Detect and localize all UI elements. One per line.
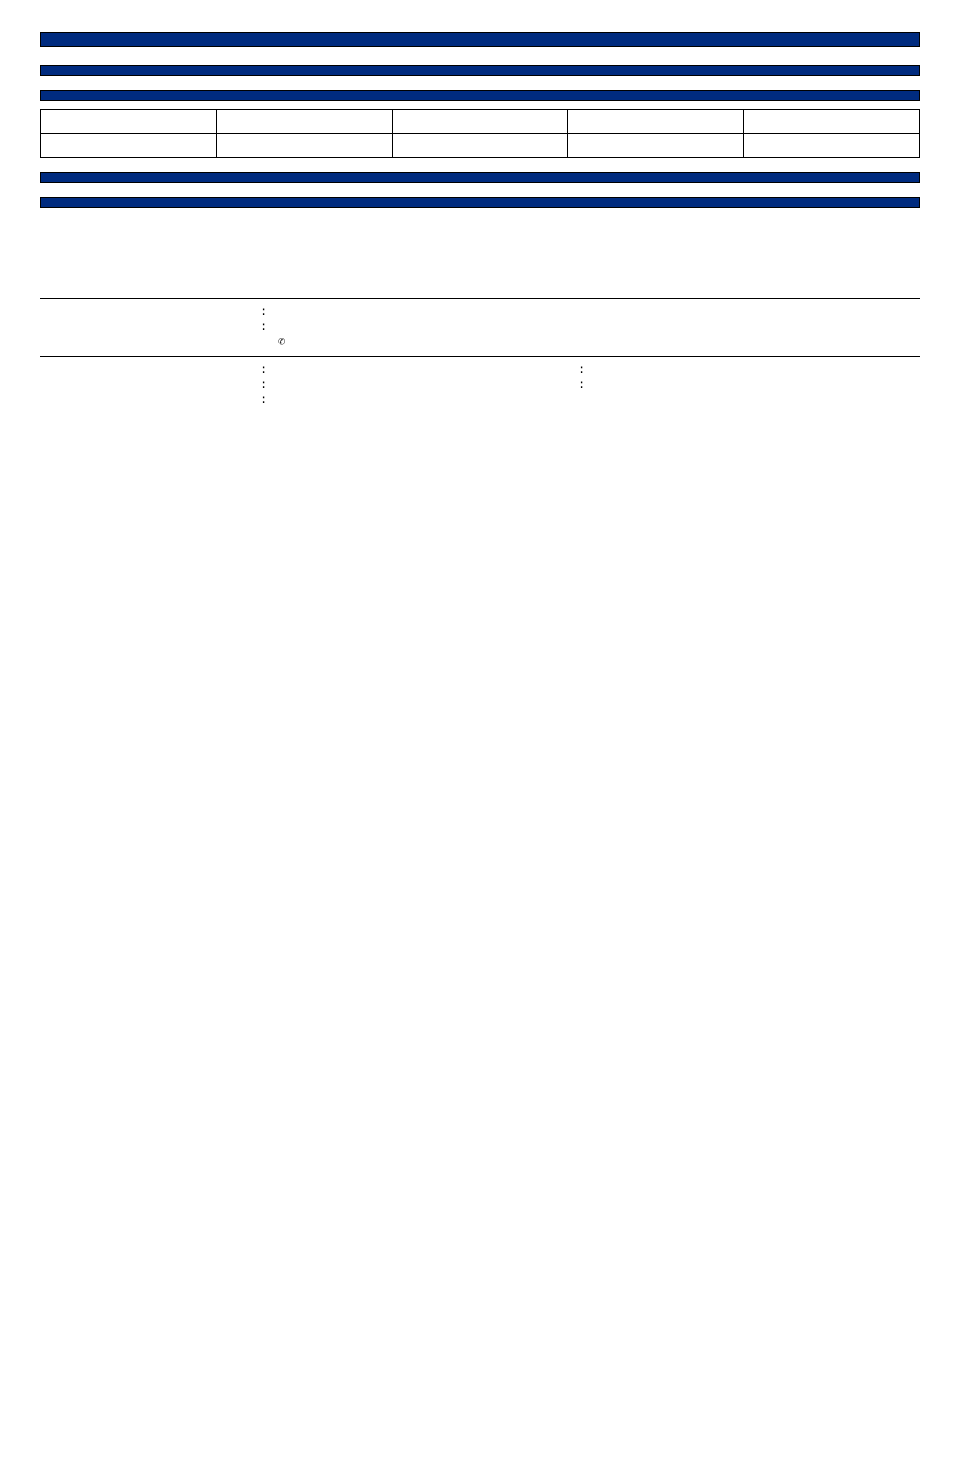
cell-symbol: [568, 134, 744, 158]
cell-cas: [216, 134, 392, 158]
product-name-banner: [40, 32, 920, 47]
title-block: [230, 10, 920, 16]
ver-label: [418, 378, 578, 393]
col-ingredients: [41, 110, 217, 134]
ref-label: [40, 378, 260, 393]
phone-icon: ✆: [278, 335, 285, 350]
col-cas: [216, 110, 392, 134]
ingredients-table: [40, 109, 920, 158]
footer-contact-line: ✆: [278, 335, 880, 350]
page-number: [880, 305, 920, 320]
print-date-label: [40, 305, 260, 320]
created-label: [40, 363, 260, 378]
cell-ingredient: [41, 134, 217, 158]
col-conc: [392, 110, 568, 134]
ref-number: [278, 378, 418, 393]
col-risk: [744, 110, 920, 134]
print-date: [278, 305, 880, 320]
prepared-by: [278, 320, 880, 335]
table-row: [41, 134, 920, 158]
table-header-row: [41, 110, 920, 134]
section-2-title: [40, 90, 920, 101]
updated-label: [418, 363, 578, 378]
section-3-title: [40, 172, 920, 183]
footer-divider: [40, 356, 920, 357]
cell-risk: [744, 134, 920, 158]
logo-block: [40, 10, 230, 18]
document-header: [40, 10, 920, 18]
page-footer: : : ✆ : :: [40, 298, 920, 408]
section-1-title: [40, 65, 920, 76]
cell-conc: [392, 134, 568, 158]
updated-date: [596, 363, 920, 378]
reason-value: [278, 393, 920, 408]
ver-number: [596, 378, 920, 393]
section-4-title: [40, 197, 920, 208]
reason-label: [40, 393, 260, 408]
prepared-by-label: [40, 320, 260, 335]
created-date: [278, 363, 418, 378]
col-symbol: [568, 110, 744, 134]
